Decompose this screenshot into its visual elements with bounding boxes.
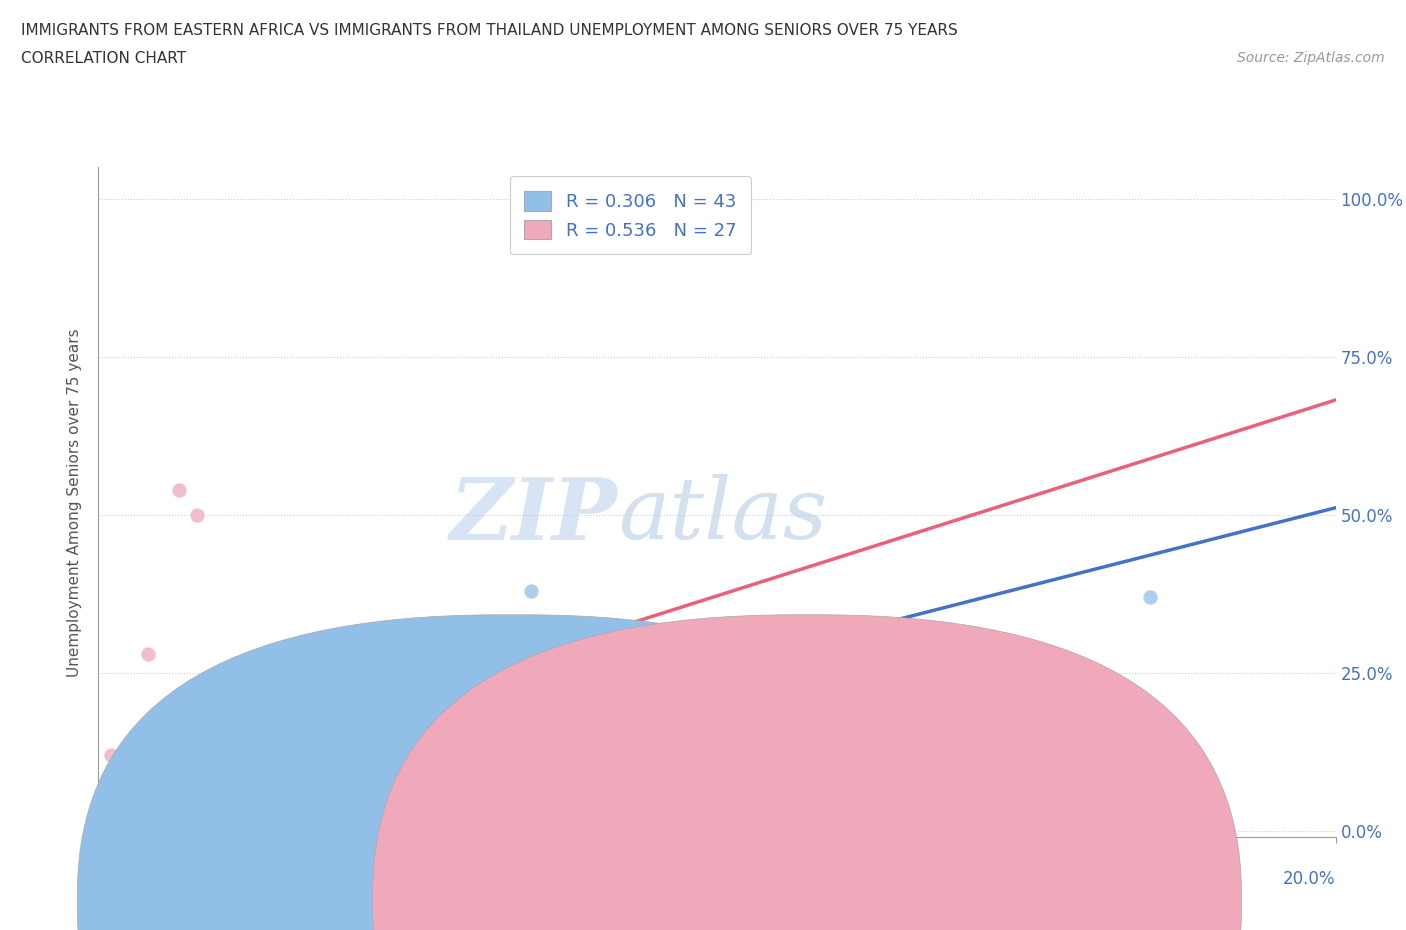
Point (93, 811, 115, 826)
Point (136, 811, 159, 826)
Point (186, 798, 208, 813)
Point (105, 811, 128, 826)
Point (100, 748, 122, 763)
Point (100, 791, 122, 806)
Point (254, 779, 277, 794)
Y-axis label: Unemployment Among Seniors over 75 years: Unemployment Among Seniors over 75 years (67, 328, 83, 676)
Point (105, 811, 128, 826)
Point (149, 804, 172, 819)
Point (242, 804, 264, 819)
Point (193, 798, 215, 813)
Point (136, 804, 159, 819)
Point (167, 798, 190, 813)
Point (124, 798, 146, 813)
Point (131, 785, 153, 800)
Point (211, 798, 233, 813)
Point (335, 760, 357, 775)
Point (155, 798, 177, 813)
Text: Immigrants from Eastern Africa: Immigrants from Eastern Africa (536, 895, 776, 910)
Point (112, 811, 135, 826)
Point (136, 646, 159, 661)
Point (143, 811, 166, 826)
Point (118, 798, 141, 813)
Point (520, 583, 543, 598)
Point (366, 697, 388, 711)
Point (131, 817, 153, 831)
Point (174, 791, 197, 806)
Text: IMMIGRANTS FROM EASTERN AFRICA VS IMMIGRANTS FROM THAILAND UNEMPLOYMENT AMONG SE: IMMIGRANTS FROM EASTERN AFRICA VS IMMIGR… (21, 23, 957, 38)
Text: 20.0%: 20.0% (1284, 870, 1336, 887)
Point (273, 798, 295, 813)
Point (155, 798, 177, 813)
Point (304, 773, 326, 788)
Point (118, 817, 141, 831)
Point (236, 779, 259, 794)
Point (198, 791, 221, 806)
Point (427, 741, 450, 756)
Text: 0.0%: 0.0% (98, 870, 141, 887)
Point (143, 811, 166, 826)
Point (105, 804, 128, 819)
Point (105, 785, 128, 800)
Point (143, 804, 166, 819)
Legend: R = 0.306   N = 43, R = 0.536   N = 27: R = 0.306 N = 43, R = 0.536 N = 27 (510, 177, 751, 254)
Text: atlas: atlas (619, 474, 827, 557)
Point (131, 798, 153, 813)
Point (124, 785, 146, 800)
Text: Immigrants from Thailand: Immigrants from Thailand (831, 895, 1029, 910)
Text: Source: ZipAtlas.com: Source: ZipAtlas.com (1237, 51, 1385, 65)
Point (167, 482, 190, 497)
Point (112, 791, 135, 806)
Point (112, 804, 135, 819)
Point (93, 791, 115, 806)
Point (224, 791, 246, 806)
Point (124, 811, 146, 826)
Point (100, 817, 122, 831)
Point (273, 779, 295, 794)
Point (149, 811, 172, 826)
Point (162, 791, 184, 806)
Text: ZIP: ZIP (450, 474, 619, 557)
Point (118, 811, 141, 826)
Point (136, 798, 159, 813)
Point (131, 811, 153, 826)
Point (124, 804, 146, 819)
Point (131, 798, 153, 813)
Point (100, 804, 122, 819)
Point (118, 811, 141, 826)
Point (205, 798, 228, 813)
Point (180, 791, 202, 806)
Point (149, 798, 172, 813)
Point (112, 804, 135, 819)
Point (285, 785, 308, 800)
Point (124, 804, 146, 819)
Point (105, 817, 128, 831)
Text: CORRELATION CHART: CORRELATION CHART (21, 51, 186, 66)
Point (224, 798, 246, 813)
Point (93, 804, 115, 819)
Point (162, 760, 184, 775)
Point (105, 798, 128, 813)
Point (1139, 590, 1161, 604)
Point (118, 798, 141, 813)
Point (186, 508, 208, 523)
